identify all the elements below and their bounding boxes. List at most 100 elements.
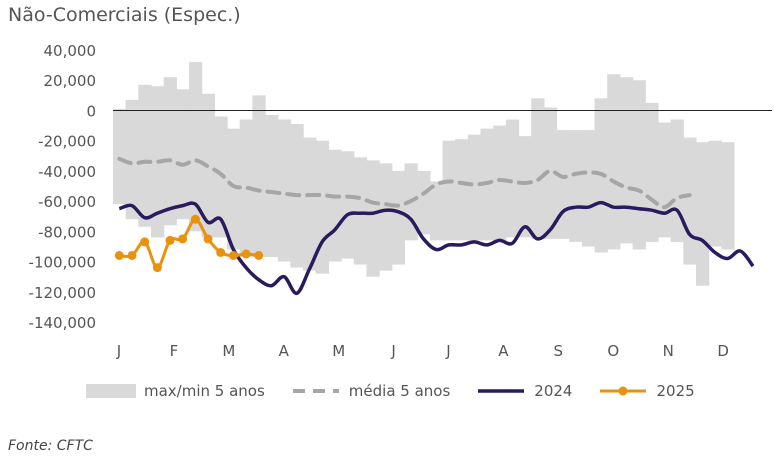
legend: max/min 5 anos média 5 anos 2024 2025 [86, 380, 721, 402]
range-bar [366, 160, 380, 277]
x-tick-label: N [663, 342, 674, 360]
x-tick-label: M [222, 342, 235, 360]
y-tick-label: -20,000 [38, 133, 96, 151]
range-bar [379, 163, 393, 271]
range-bar [518, 136, 532, 238]
range-bar [670, 119, 684, 242]
series-2025-point [203, 234, 213, 244]
y-tick-label: -60,000 [38, 193, 96, 211]
y-tick-label: 40,000 [44, 42, 97, 60]
series-2025-point [178, 234, 188, 244]
x-tick-label: A [498, 342, 509, 360]
x-tick-label: J [116, 342, 121, 360]
chart-svg: 40,000 20,000 0 -20,000 -40,000 -60,000 -80,00… [29, 42, 772, 360]
chart-title: Não-Comerciais (Espec.) [8, 4, 241, 26]
range-bar [467, 134, 482, 241]
avg-5y-line [117, 156, 692, 210]
series-2025-point [127, 251, 137, 260]
x-tick-label: F [170, 342, 179, 360]
x-tick-label: S [554, 342, 564, 360]
y-tick-label: 0 [86, 102, 96, 120]
series-2025-point [114, 251, 124, 260]
legend-label-range: max/min 5 anos [144, 382, 265, 400]
range-bar [189, 62, 203, 232]
range-bar [113, 108, 127, 205]
legend-label-2025: 2025 [656, 382, 695, 400]
x-tick-label: O [607, 342, 619, 360]
series-2025-point [190, 214, 200, 224]
source-note: Fonte: CFTC [8, 438, 93, 454]
range-bar [227, 128, 241, 250]
range-bar [303, 137, 317, 271]
range-bar [531, 98, 545, 239]
range-bar [163, 77, 177, 226]
range-bar [543, 107, 558, 239]
range-bar [645, 102, 659, 242]
series-2025-point [241, 249, 251, 259]
series-2025-point [254, 251, 264, 260]
y-tick-label: -140,000 [29, 314, 96, 332]
y-tick-label: -40,000 [38, 163, 96, 181]
range-bar [695, 142, 710, 286]
range-band-layer [113, 62, 735, 286]
range-bar [442, 140, 456, 241]
range-bar [581, 130, 596, 247]
series-2025-point [216, 248, 226, 257]
range-bar [265, 114, 279, 258]
range-bar [556, 130, 570, 239]
range-bar [708, 140, 722, 247]
range-bar [214, 116, 228, 238]
legend-item-avg: média 5 anos [291, 382, 451, 400]
series-2025-layer [114, 214, 264, 273]
range-bar [252, 95, 266, 258]
legend-item-2025: 2025 [598, 382, 695, 400]
range-bar [632, 80, 646, 250]
range-bar [505, 119, 520, 238]
range-bar [429, 181, 444, 241]
x-tick-label: M [332, 342, 345, 360]
range-bar [569, 130, 583, 242]
series-2025-point [228, 251, 238, 260]
x-tick-label: A [279, 342, 290, 360]
avg-5y-layer [117, 156, 692, 210]
legend-swatch-avg [292, 389, 339, 393]
range-bar [353, 157, 368, 265]
range-bar [391, 170, 406, 265]
legend-item-range: max/min 5 anos [86, 382, 265, 400]
series-2024-layer [118, 200, 755, 296]
legend-label-avg: média 5 anos [348, 382, 451, 400]
y-axis-tick-labels: 40,000 20,000 0 -20,000 -40,000 -60,000 -80,00… [29, 42, 96, 332]
y-tick-label: -100,000 [29, 254, 96, 272]
range-bar [619, 77, 634, 244]
range-bar [176, 89, 190, 220]
range-bar [138, 84, 152, 227]
range-bar [277, 119, 292, 262]
x-tick-label: J [445, 342, 450, 360]
range-bar [341, 151, 355, 259]
series-2025-point [140, 237, 150, 247]
range-bar [493, 125, 507, 241]
range-bar [125, 99, 139, 220]
x-tick-label: D [717, 342, 729, 360]
series-2025-point [165, 235, 175, 245]
y-tick-label: 20,000 [44, 72, 97, 90]
range-bar [607, 74, 621, 250]
series-2024-line [118, 200, 755, 296]
range-bar [721, 142, 735, 250]
range-bar [315, 140, 330, 274]
legend-item-2024: 2024 [476, 382, 572, 400]
range-bar [328, 149, 342, 262]
series-2025-point [152, 263, 162, 273]
y-tick-label: -120,000 [29, 284, 96, 302]
range-bar [657, 122, 672, 238]
y-tick-label: -80,000 [38, 223, 96, 241]
legend-swatch-2025 [600, 386, 647, 396]
range-bar [683, 137, 697, 265]
x-tick-label: J [390, 342, 395, 360]
range-bar [455, 139, 469, 241]
legend-label-2024: 2024 [534, 382, 573, 400]
legend-swatch-range [86, 384, 136, 398]
range-bar [417, 170, 431, 235]
legend-swatch-2024 [478, 389, 525, 393]
